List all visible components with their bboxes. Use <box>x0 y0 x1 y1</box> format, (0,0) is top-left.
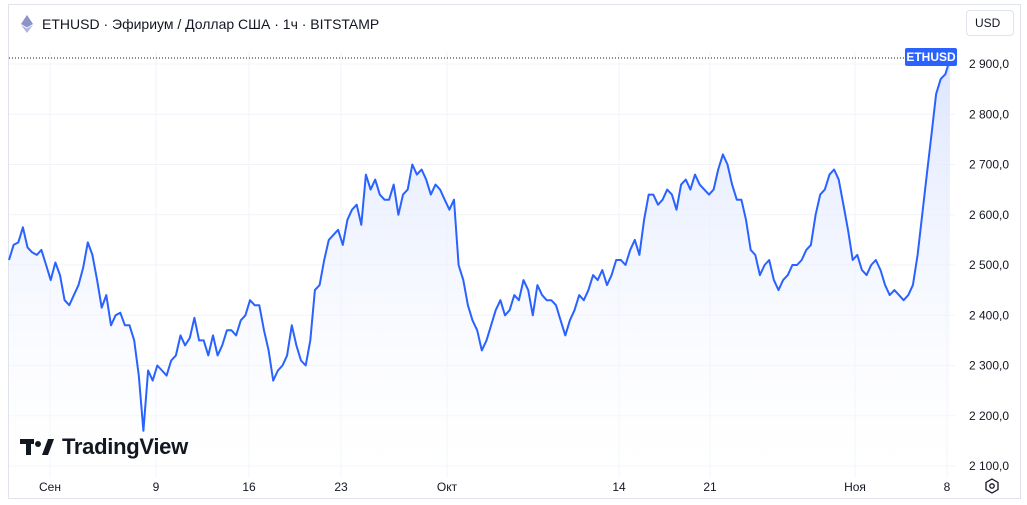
price-area <box>9 59 950 478</box>
ethereum-icon <box>21 15 33 33</box>
price-badge-label: ETHUSD <box>906 50 956 64</box>
x-tick-label: 9 <box>153 480 160 494</box>
price-line <box>8 58 951 432</box>
x-tick-label: 23 <box>334 480 348 494</box>
x-tick-label: Окт <box>437 480 458 494</box>
currency-select[interactable]: USD <box>966 10 1014 36</box>
y-tick-label: 2 300,0 <box>969 359 1009 373</box>
x-tick-label: Ноя <box>844 480 866 494</box>
price-badge <box>905 48 957 66</box>
y-tick-label: 2 500,0 <box>969 258 1009 272</box>
y-tick-label: 2 400,0 <box>969 308 1009 322</box>
tradingview-logo-icon <box>20 439 54 455</box>
settings-icon[interactable] <box>984 478 1000 494</box>
x-tick-label: 16 <box>242 480 256 494</box>
y-tick-label: 2 200,0 <box>969 409 1009 423</box>
y-tick-label: 2 900,0 <box>969 57 1009 71</box>
y-tick-label: 2 700,0 <box>969 158 1009 172</box>
tradingview-logo-text: TradingView <box>62 434 188 459</box>
x-tick-label: 21 <box>703 480 717 494</box>
y-tick-label: 2 600,0 <box>969 208 1009 222</box>
x-tick-label: Сен <box>39 480 61 494</box>
y-tick-label: 2 800,0 <box>969 107 1009 121</box>
chart-frame <box>8 4 1021 499</box>
chart-header: ETHUSD · Эфириум / Доллар США · 1ч · BIT… <box>20 13 379 35</box>
chart-title: ETHUSD · Эфириум / Доллар США · 1ч · BIT… <box>42 16 380 32</box>
x-tick-label: 14 <box>612 480 626 494</box>
y-tick-label: 2 100,0 <box>969 459 1009 473</box>
x-tick-label: 8 <box>944 480 951 494</box>
tradingview-logo: TradingView <box>20 434 188 460</box>
